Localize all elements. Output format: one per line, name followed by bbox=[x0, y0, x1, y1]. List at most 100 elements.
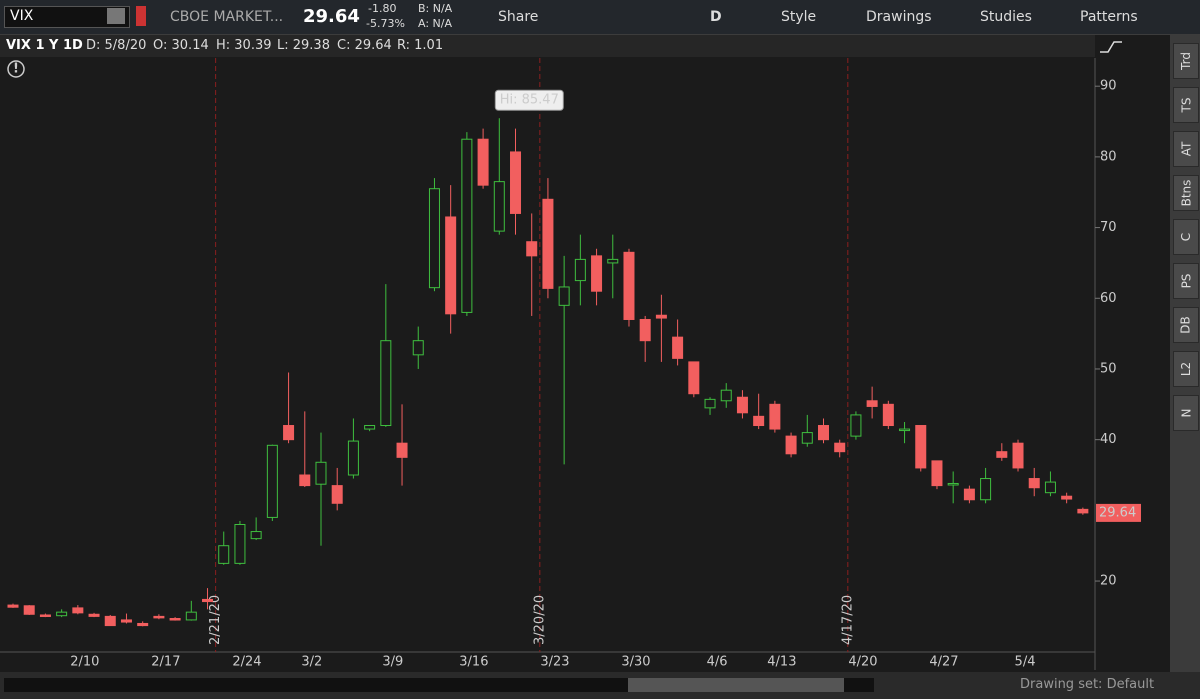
y-tick-label: 50 bbox=[1100, 361, 1117, 376]
candle-body bbox=[396, 442, 408, 458]
candle-body bbox=[477, 138, 489, 186]
candle-body bbox=[56, 611, 68, 617]
candle-body bbox=[850, 414, 862, 437]
change: -1.80 bbox=[368, 2, 397, 15]
candle-body bbox=[202, 598, 214, 603]
side-tab[interactable]: AT bbox=[1173, 131, 1199, 167]
toolbar: VIX CBOE MARKET... 29.64 -1.80 -5.73% B:… bbox=[0, 0, 1200, 35]
candle-body bbox=[169, 618, 181, 621]
side-tab[interactable]: C bbox=[1173, 219, 1199, 255]
drawings-button[interactable]: Drawings bbox=[866, 9, 932, 25]
candle-body bbox=[445, 216, 457, 315]
last-price-tag bbox=[1096, 503, 1141, 522]
x-tick-label: 3/9 bbox=[382, 655, 403, 670]
x-tick-label: 3/2 bbox=[301, 655, 322, 670]
candle-body bbox=[137, 622, 149, 627]
studies-button[interactable]: Studies bbox=[980, 9, 1032, 25]
x-tick-label: 5/4 bbox=[1015, 655, 1036, 670]
candle-body bbox=[380, 340, 392, 427]
candle-body bbox=[947, 482, 959, 486]
info-low: L: 29.38 bbox=[277, 38, 330, 53]
info-date: D: 5/8/20 bbox=[86, 38, 147, 53]
bid: B: N/A bbox=[418, 2, 453, 15]
info-high: H: 30.39 bbox=[216, 38, 272, 53]
chart: ! 20 40 50 60 70 80 90 2/10 2/17 2/24 3/2 3/9 3/16 3/… bbox=[0, 41, 1141, 670]
candle-body bbox=[510, 151, 522, 214]
patterns-button[interactable]: Patterns bbox=[1080, 9, 1138, 25]
candle-body bbox=[104, 615, 116, 627]
symbol-dropdown[interactable] bbox=[107, 8, 125, 24]
candle-body bbox=[785, 435, 797, 455]
plot-bg bbox=[0, 58, 1095, 670]
candle-body bbox=[639, 318, 651, 342]
y-tick-label: 80 bbox=[1100, 149, 1117, 164]
candle-body bbox=[704, 398, 716, 409]
chart-desc: VIX 1 Y 1D bbox=[6, 38, 83, 53]
candle-body bbox=[1061, 495, 1073, 500]
x-tick-label: 3/23 bbox=[540, 655, 569, 670]
symbol-box[interactable] bbox=[4, 6, 130, 28]
candle-body bbox=[574, 258, 586, 282]
candle-body bbox=[1028, 478, 1040, 489]
symbol-flag[interactable] bbox=[136, 6, 146, 26]
info-bar: VIX 1 Y 1D D: 5/8/20 O: 30.14 H: 30.39 L… bbox=[0, 35, 1095, 57]
style-icon[interactable] bbox=[1100, 41, 1122, 53]
side-tab[interactable]: Trd bbox=[1173, 43, 1199, 79]
x-tick-label: 2/24 bbox=[232, 655, 261, 670]
candle-body bbox=[218, 545, 230, 564]
x-tick-label: 2/17 bbox=[151, 655, 180, 670]
side-tab[interactable]: N bbox=[1173, 395, 1199, 431]
alert-icon[interactable] bbox=[7, 60, 25, 78]
x-tick-label: 3/16 bbox=[459, 655, 488, 670]
aggregation-button[interactable]: D bbox=[710, 9, 722, 25]
candle-body bbox=[818, 425, 829, 441]
candle-body bbox=[980, 478, 992, 501]
candle-body bbox=[72, 607, 84, 614]
symbol[interactable]: VIX bbox=[10, 8, 34, 24]
y-tick-label: 70 bbox=[1100, 220, 1117, 235]
side-tab-label: C bbox=[1178, 232, 1193, 242]
share-button[interactable]: Share bbox=[498, 9, 539, 25]
high-callout-label: Hi: 85.47 bbox=[500, 93, 559, 108]
candle-body bbox=[720, 389, 732, 402]
candle-body bbox=[769, 403, 781, 430]
candle-body bbox=[266, 444, 278, 518]
side-tab[interactable]: L2 bbox=[1173, 351, 1199, 387]
x-tick-label: 3/30 bbox=[621, 655, 650, 670]
x-tick-label: 4/20 bbox=[848, 655, 877, 670]
candle-body bbox=[526, 241, 538, 257]
y-tick-label: 20 bbox=[1100, 574, 1117, 589]
side-tab[interactable]: TS bbox=[1173, 87, 1199, 123]
candle-body bbox=[866, 400, 878, 407]
side-tab-label: Trd bbox=[1179, 52, 1193, 70]
side-tab[interactable]: PS bbox=[1173, 263, 1199, 299]
side-tab-label: AT bbox=[1178, 141, 1193, 157]
info-open: O: 30.14 bbox=[153, 38, 209, 53]
candle-body bbox=[120, 619, 132, 623]
candle-body bbox=[1044, 481, 1056, 494]
candle-body bbox=[315, 461, 327, 485]
candle-body bbox=[542, 198, 554, 289]
candle-body bbox=[931, 460, 943, 487]
ask: A: N/A bbox=[418, 17, 452, 30]
candle-body bbox=[39, 614, 51, 617]
side-tab[interactable]: DB bbox=[1173, 307, 1199, 343]
x-tick-label: 4/13 bbox=[767, 655, 796, 670]
candle-body bbox=[1077, 508, 1089, 514]
candle-body bbox=[185, 611, 197, 621]
side-tab-label: N bbox=[1178, 408, 1193, 418]
last-price-label: 29.64 bbox=[1099, 505, 1136, 520]
event-label: 4/17/20 bbox=[840, 595, 855, 645]
y-tick-label: 90 bbox=[1100, 79, 1117, 94]
side-tab[interactable]: Btns bbox=[1173, 175, 1199, 211]
info-close: C: 29.64 bbox=[337, 38, 392, 53]
candle-body bbox=[234, 523, 246, 564]
candle-body bbox=[1012, 442, 1024, 469]
scroll-thumb[interactable] bbox=[628, 678, 844, 692]
y-tick-label: 40 bbox=[1100, 432, 1117, 447]
candle-body bbox=[299, 474, 311, 487]
alert-icon-mark: ! bbox=[13, 62, 19, 77]
candle-body bbox=[558, 286, 570, 306]
style-button[interactable]: Style bbox=[781, 9, 817, 25]
